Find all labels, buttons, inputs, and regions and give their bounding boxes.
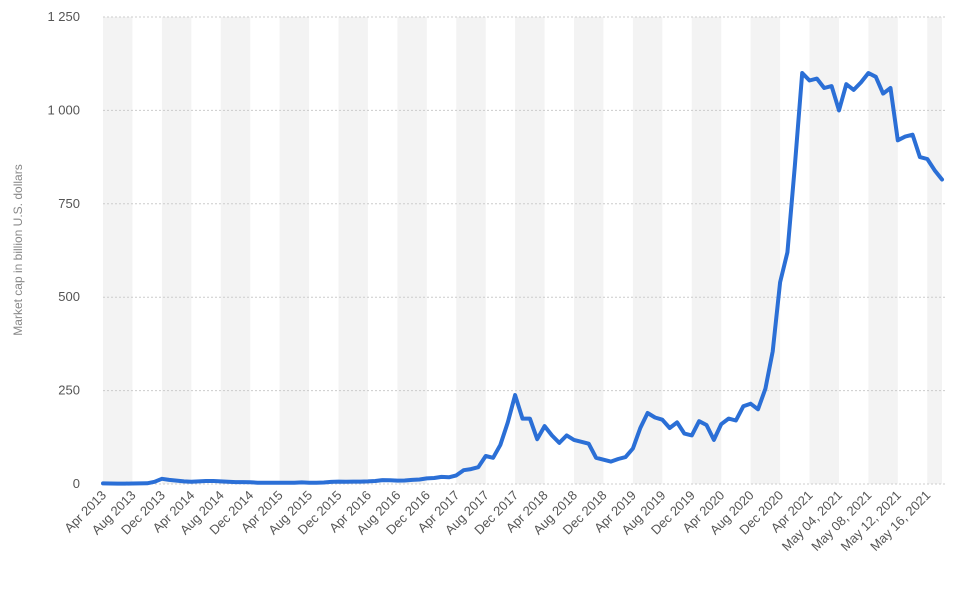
band — [397, 17, 427, 484]
band — [868, 17, 898, 484]
band — [574, 17, 604, 484]
band — [220, 17, 251, 484]
band — [927, 17, 942, 484]
y-tick-label: 500 — [58, 289, 80, 304]
y-tick-label: 1 250 — [47, 9, 80, 24]
band — [161, 17, 192, 484]
line — [101, 71, 944, 486]
y-tick-label: 1 000 — [47, 102, 80, 117]
y-axis-label: Market cap in billion U.S. dollars — [11, 164, 25, 335]
band — [750, 17, 781, 484]
band — [691, 17, 722, 484]
y-tick-label: 750 — [58, 196, 80, 211]
band — [338, 17, 368, 484]
y-tick-label: 250 — [58, 383, 80, 398]
band — [632, 17, 663, 484]
band — [279, 17, 310, 484]
band — [456, 17, 486, 484]
band — [103, 17, 133, 484]
y-tick-label: 0 — [73, 476, 80, 491]
